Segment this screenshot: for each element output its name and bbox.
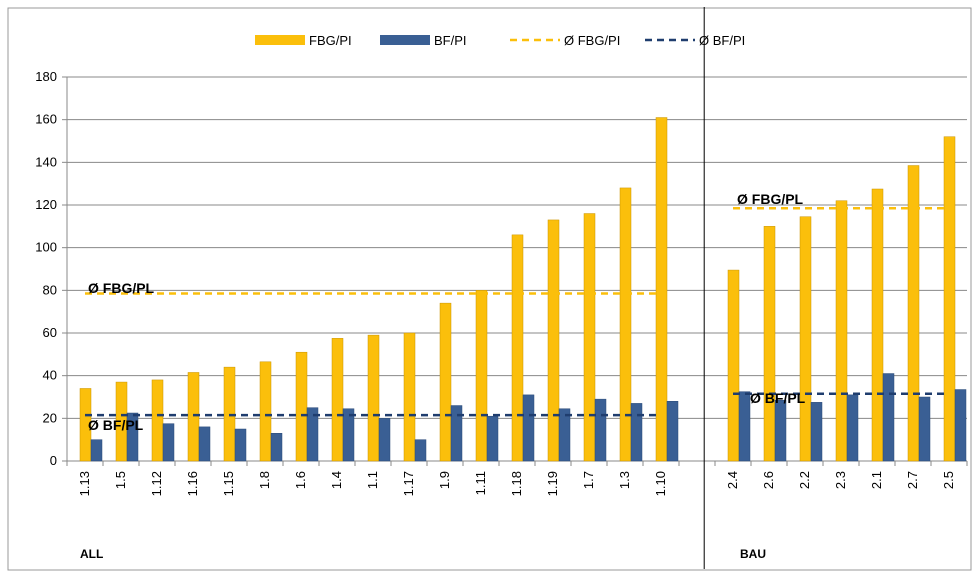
annotation: Ø FBG/PL xyxy=(88,280,155,296)
x-tick-label: 1.9 xyxy=(437,471,452,489)
average-line xyxy=(85,206,949,295)
bar xyxy=(630,403,643,462)
bar xyxy=(234,428,247,462)
bar xyxy=(763,226,776,462)
bar xyxy=(727,269,740,462)
x-tick-label: 1.15 xyxy=(221,471,236,496)
legend-label: Ø BF/PI xyxy=(699,33,745,48)
bar xyxy=(655,117,668,462)
x-tick-label: 1.3 xyxy=(617,471,632,489)
legend-swatch xyxy=(255,35,305,45)
x-tick-label: 1.17 xyxy=(401,471,416,496)
x-tick-label: 2.4 xyxy=(725,471,740,489)
annotation: Ø BF/PL xyxy=(750,390,806,406)
bar xyxy=(306,407,319,462)
bar xyxy=(799,216,812,462)
bar xyxy=(774,399,787,462)
annotation: Ø BF/PL xyxy=(88,417,144,433)
annotation: ALL xyxy=(80,547,103,561)
y-tick-label: 140 xyxy=(35,154,57,169)
y-tick-label: 80 xyxy=(43,282,57,297)
bar xyxy=(810,402,823,462)
bar xyxy=(594,398,607,462)
bar xyxy=(259,361,272,462)
x-tick-label: 1.8 xyxy=(257,471,272,489)
x-tick-label: 2.5 xyxy=(941,471,956,489)
annotation: Ø FBG/PL xyxy=(737,191,804,207)
x-tick-label: 2.7 xyxy=(905,471,920,489)
bar xyxy=(547,219,560,462)
bar xyxy=(558,408,571,462)
x-tick-label: 1.16 xyxy=(185,471,200,496)
bar xyxy=(151,379,164,462)
bar xyxy=(187,372,200,462)
x-tick-label: 1.12 xyxy=(149,471,164,496)
y-tick-label: 40 xyxy=(43,368,57,383)
bar xyxy=(486,415,499,462)
bar xyxy=(450,405,463,462)
x-tick-label: 1.7 xyxy=(581,471,596,489)
x-tick-label: 1.19 xyxy=(545,471,560,496)
bar xyxy=(198,426,211,462)
average-line xyxy=(85,392,949,417)
bar xyxy=(918,396,931,462)
bar xyxy=(666,401,679,462)
bar xyxy=(522,394,535,462)
y-tick-label: 0 xyxy=(50,453,57,468)
bar xyxy=(439,302,452,462)
bar xyxy=(511,234,524,462)
x-tick-label: 2.2 xyxy=(797,471,812,489)
bar xyxy=(342,408,355,462)
bar xyxy=(331,338,344,462)
legend-label: FBG/PI xyxy=(309,33,352,48)
bar xyxy=(90,439,103,462)
y-tick-label: 160 xyxy=(35,112,57,127)
bar xyxy=(162,423,175,462)
bar xyxy=(943,136,956,462)
annotation: BAU xyxy=(740,547,766,561)
legend-label: Ø FBG/PI xyxy=(564,33,620,48)
legend-swatch xyxy=(380,35,430,45)
x-tick-label: 2.3 xyxy=(833,471,848,489)
y-tick-label: 120 xyxy=(35,197,57,212)
x-tick-label: 1.13 xyxy=(77,471,92,496)
x-tick-label: 2.6 xyxy=(761,471,776,489)
y-tick-label: 180 xyxy=(35,69,57,84)
bar xyxy=(738,391,751,462)
x-tick-label: 1.11 xyxy=(473,471,488,495)
y-tick-label: 20 xyxy=(43,410,57,425)
bar xyxy=(378,418,391,462)
bar xyxy=(846,394,859,462)
x-tick-label: 1.10 xyxy=(653,471,668,496)
x-tick-label: 1.18 xyxy=(509,471,524,496)
bar xyxy=(583,213,596,462)
bar xyxy=(907,165,920,462)
x-tick-label: 1.6 xyxy=(293,471,308,489)
x-tick-label: 1.1 xyxy=(365,471,380,489)
x-tick-label: 2.1 xyxy=(869,471,884,489)
bar xyxy=(414,439,427,462)
bar xyxy=(126,412,139,462)
bar xyxy=(295,351,308,462)
bar xyxy=(367,334,380,462)
bar xyxy=(871,188,884,462)
bar xyxy=(403,332,416,462)
bar xyxy=(270,433,283,462)
x-tick-label: 1.4 xyxy=(329,471,344,489)
legend-label: BF/PI xyxy=(434,33,467,48)
bar xyxy=(954,389,967,462)
bar xyxy=(79,388,92,462)
y-tick-label: 100 xyxy=(35,240,57,255)
bar xyxy=(475,290,488,462)
bar xyxy=(619,187,632,462)
x-tick-label: 1.5 xyxy=(113,471,128,489)
bar xyxy=(835,200,848,462)
bar xyxy=(882,373,895,462)
y-tick-label: 60 xyxy=(43,325,57,340)
